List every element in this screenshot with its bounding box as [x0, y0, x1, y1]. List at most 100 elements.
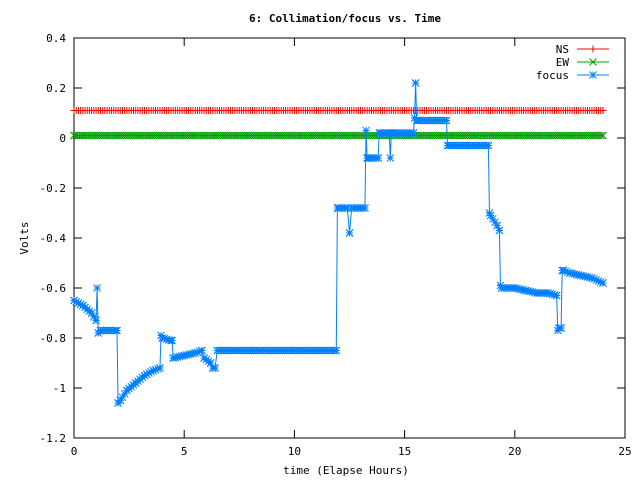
- legend-label: focus: [536, 69, 569, 82]
- y-tick-label: -1.2: [40, 432, 67, 445]
- data-point: [332, 346, 341, 355]
- data-point: [409, 129, 418, 137]
- data-point: [444, 141, 453, 150]
- data-point: [550, 291, 559, 299]
- data-point: [140, 371, 149, 380]
- data-point: [157, 331, 165, 340]
- data-point: [411, 79, 420, 87]
- data-point: [496, 281, 505, 290]
- data-point: [484, 141, 493, 150]
- data-point: [356, 204, 365, 212]
- data-point: [92, 316, 100, 325]
- data-point: [72, 297, 81, 306]
- data-point: [497, 284, 506, 292]
- data-point: [312, 346, 321, 355]
- data-point: [145, 369, 153, 377]
- y-tick-label: 0.2: [46, 82, 66, 95]
- data-point: [246, 346, 255, 355]
- data-point: [113, 326, 121, 335]
- data-point: [592, 276, 601, 284]
- data-point: [149, 366, 158, 375]
- series-line: [73, 82, 604, 405]
- data-point: [376, 129, 385, 137]
- data-point: [103, 326, 111, 335]
- data-point: [433, 116, 442, 125]
- data-point: [563, 268, 572, 277]
- y-tick-label: -0.2: [40, 182, 67, 195]
- data-point: [147, 367, 155, 376]
- plot-frame: [73, 37, 626, 439]
- legend-label: NS: [556, 43, 569, 56]
- data-point: [224, 346, 233, 355]
- data-point: [532, 289, 541, 297]
- data-point: [485, 209, 494, 217]
- x-tick-label: 15: [398, 445, 411, 458]
- data-point: [74, 299, 83, 307]
- data-point: [561, 267, 570, 276]
- y-tick-label: -0.6: [40, 282, 67, 295]
- data-point: [347, 204, 356, 212]
- data-point: [164, 336, 173, 344]
- data-point: [594, 277, 603, 285]
- data-point: [70, 131, 78, 140]
- data-point: [70, 296, 78, 305]
- data-point: [596, 131, 605, 140]
- data-point: [389, 129, 398, 137]
- data-point: [362, 126, 370, 135]
- data-point: [118, 393, 127, 402]
- data-point: [599, 279, 607, 287]
- data-point: [268, 346, 277, 355]
- data-point: [78, 301, 87, 310]
- data-point: [168, 336, 176, 345]
- legend-marker: [589, 71, 597, 79]
- y-axis-label: Volts: [18, 221, 31, 254]
- data-point: [206, 359, 215, 367]
- data-point: [96, 326, 105, 335]
- chart-title: 6: Collimation/focus vs. Time: [249, 12, 441, 25]
- x-tick-label: 0: [71, 445, 78, 458]
- y-tick-label: 0: [59, 132, 66, 145]
- data-point: [566, 269, 574, 277]
- data-point: [413, 116, 422, 125]
- data-point: [546, 289, 554, 298]
- data-point: [76, 300, 85, 309]
- data-point: [442, 116, 451, 125]
- series-focus: [70, 79, 607, 407]
- data-point: [552, 291, 561, 300]
- data-point: [93, 284, 101, 292]
- data-point: [488, 214, 497, 223]
- data-point: [334, 204, 343, 212]
- x-tick-label: 10: [288, 445, 301, 458]
- data-point: [162, 335, 171, 344]
- data-point: [120, 389, 129, 398]
- data-point: [491, 218, 499, 227]
- data-point: [151, 365, 160, 374]
- data-point: [557, 324, 565, 332]
- data-point: [510, 284, 519, 292]
- data-point: [361, 204, 369, 212]
- y-tick-label: 0.4: [46, 32, 66, 45]
- data-point: [422, 116, 431, 125]
- data-point: [195, 347, 204, 356]
- data-point: [521, 286, 530, 295]
- data-point: [197, 346, 206, 355]
- series-ew: [70, 131, 607, 140]
- data-point: [180, 351, 189, 360]
- data-point: [191, 349, 200, 357]
- data-point: [290, 346, 299, 355]
- data-point: [215, 346, 224, 355]
- data-point: [116, 396, 125, 405]
- data-point: [365, 154, 374, 162]
- series-layer: [70, 79, 607, 407]
- data-point: [142, 370, 151, 379]
- data-point: [596, 278, 605, 286]
- data-point: [599, 131, 607, 140]
- data-point: [158, 334, 167, 342]
- data-point: [200, 354, 208, 362]
- legend-label: EW: [556, 56, 570, 69]
- x-tick-label: 5: [181, 445, 188, 458]
- data-point: [89, 312, 98, 321]
- data-point: [590, 275, 598, 283]
- data-point: [466, 141, 475, 150]
